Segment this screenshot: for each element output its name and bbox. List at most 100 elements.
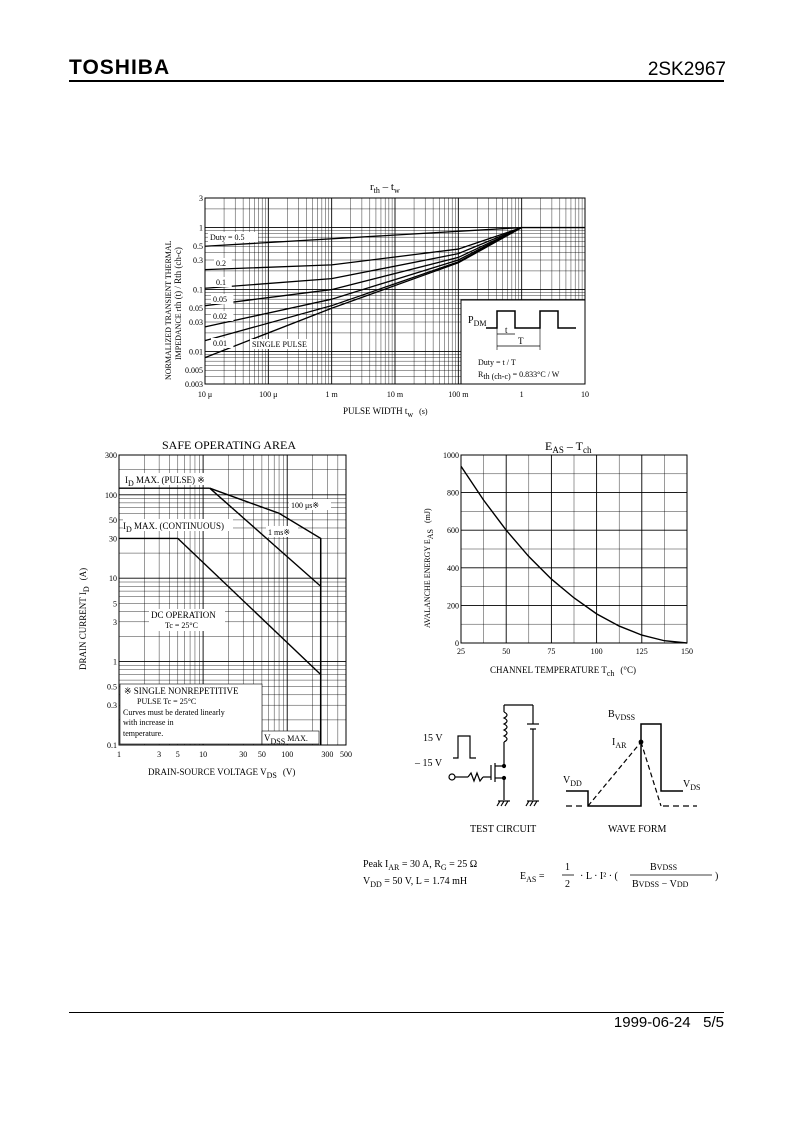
- footer-date: 1999-06-24: [613, 1014, 691, 1031]
- soa-frame: [118, 454, 347, 746]
- soa-note-3: Curves must be derated linearly: [123, 708, 225, 717]
- rth-label-bg-5: [211, 338, 234, 348]
- inset-pulse-waveform: [486, 310, 576, 329]
- inset-T-label: T: [518, 336, 524, 346]
- gate-input-terminal: [448, 773, 456, 781]
- rth-duty-label-3: 0.05: [213, 295, 227, 304]
- formula-num-2: BVDSS: [650, 862, 677, 873]
- rth-label-bg-3: [211, 294, 234, 304]
- node-drain: [501, 763, 507, 769]
- eas-ytick-2: 600: [447, 526, 459, 535]
- soa-note-4: with increase in: [123, 718, 174, 727]
- soa-100us: 100 μs※: [291, 501, 319, 510]
- circuit-v15p: 15 V: [423, 733, 443, 744]
- wave-bvdss: BVDSS: [608, 709, 635, 722]
- soa-dc-1: DC OPERATION: [151, 610, 216, 620]
- rth-series-2: [204, 226, 522, 289]
- node-source: [501, 775, 507, 781]
- soa-label-bg-dc: [149, 609, 225, 631]
- rth-ytick-4: 0.1: [193, 286, 203, 295]
- formula-den-2: BVDSS − VDD: [632, 879, 689, 890]
- eas-frame: [460, 454, 688, 644]
- soa-xtick-2: 5: [176, 750, 180, 759]
- rth-ytick-3: 0.3: [193, 256, 203, 265]
- inset-duty: Duty = t / T: [478, 358, 516, 367]
- eas-ytick-4: 200: [447, 601, 459, 610]
- rth-label-bg-6: [250, 339, 310, 349]
- eas-ytick-1: 800: [447, 489, 459, 498]
- soa-label-bg-pulse: [123, 473, 213, 485]
- soa-ytick-8: 0.5: [107, 683, 117, 692]
- rth-xtick-5: 1: [520, 390, 524, 399]
- formula-num-1: 1: [565, 862, 570, 873]
- soa-series-4: [177, 537, 322, 676]
- rth-ytick-6: 0.03: [189, 318, 203, 327]
- rth-duty-label-1: 0.2: [216, 259, 226, 268]
- footer: 1999-06-24 5/5: [614, 1014, 724, 1031]
- rth-duty-label-2: 0.1: [216, 278, 226, 287]
- rth-ytick-1: 1: [199, 224, 203, 233]
- inset-pdm: PDM: [468, 315, 486, 328]
- soa-note-5: temperature.: [123, 729, 163, 738]
- soa-xtick-0: 1: [117, 750, 121, 759]
- rth-series-4: [204, 227, 522, 328]
- rth-label-bg-2: [214, 277, 232, 287]
- rth-ylabel-2: IMPEDANCE rth (t) / Rth (ch-c): [173, 247, 183, 360]
- soa-xtick-7: 300: [321, 750, 333, 759]
- soa-xlabel: DRAIN-SOURCE VOLTAGE VDS (V): [148, 767, 295, 780]
- rth-xlabel: PULSE WIDTH tw (s): [343, 406, 428, 419]
- rth-duty-label-5: 0.01: [213, 339, 227, 348]
- soa-chart: SAFE OPERATING AREA 300 100 50 30 10 5 3 1 0.5 0.…: [78, 438, 352, 780]
- eas-ytick-3: 400: [447, 564, 459, 573]
- rth-ytick-2: 0.5: [193, 242, 203, 251]
- eas-xtick-5: 150: [681, 647, 693, 656]
- eas-series-0: [460, 465, 688, 644]
- test-circuit: 15 V – 15 V TEST CIRCUIT: [414, 704, 539, 835]
- wave-form: BVDSS IAR VDD VDS WAVE FORM: [563, 709, 700, 835]
- soa-ytick-5: 5: [113, 599, 117, 608]
- rth-ylabel-1: NORMALIZED TRANSIENT THERMAL: [164, 240, 173, 380]
- wave-caption: WAVE FORM: [608, 824, 667, 835]
- soa-note-box: [119, 683, 263, 745]
- rth-xtick-0: 10 μ: [198, 390, 212, 399]
- soa-note-2: PULSE Tc = 25°C: [137, 697, 196, 706]
- rth-ytick-0: 3: [199, 194, 203, 203]
- inset-t-label: t: [505, 325, 508, 335]
- gate-resistor: [467, 771, 484, 783]
- rth-xtick-4: 100 m: [448, 390, 469, 399]
- soa-ytick-10: 0.1: [107, 741, 117, 750]
- current-ramp-down: [640, 741, 662, 807]
- header-rule: [69, 80, 724, 82]
- rth-frame: [204, 197, 586, 385]
- circuit-v15n: – 15 V: [414, 758, 443, 769]
- circuit-caption: TEST CIRCUIT: [470, 824, 536, 835]
- part-number: 2SK2967: [647, 59, 726, 80]
- soa-xtick-5: 50: [258, 750, 266, 759]
- rth-duty-label-4: 0.02: [213, 312, 227, 321]
- rth-label-bg-4: [211, 311, 234, 321]
- rth-xtick-1: 100 μ: [259, 390, 277, 399]
- rth-ytick-8: 0.005: [185, 366, 203, 375]
- rth-duty-label-0: Duty = 0.5: [210, 233, 245, 242]
- eas-xlabel: CHANNEL TEMPERATURE Tch (°C): [490, 665, 636, 678]
- soa-ytick-3: 30: [109, 534, 117, 543]
- formula-close: ): [715, 871, 718, 882]
- formula-line-1: Peak IAR = 30 A, RG = 25 Ω: [363, 859, 477, 872]
- footer-page: 5/5: [703, 1014, 724, 1031]
- inductor: [502, 711, 508, 743]
- inset-rth: Rth (ch-c) = 0.833°C / W: [478, 370, 560, 381]
- soa-label-bg-100us: [289, 499, 331, 510]
- soa-ytick-6: 3: [113, 618, 117, 627]
- eas-chart: EAS – Tch 1000 800 600 400 200 0 25 50 75 100 125…: [423, 439, 693, 678]
- rth-series-3: [204, 226, 522, 307]
- rth-series-6: [204, 227, 522, 359]
- rth-ytick-5: 0.05: [189, 304, 203, 313]
- soa-ylabel: DRAIN CURRENT ID(A): [78, 568, 91, 670]
- brand-logo: TOSHIBA: [69, 56, 171, 79]
- footer-rule: [69, 1012, 724, 1013]
- rth-series-1: [204, 226, 522, 271]
- ground-2: [525, 800, 539, 807]
- soa-label-bg-1ms: [266, 526, 298, 537]
- rth-ytick-7: 0.01: [189, 348, 203, 357]
- formula: Peak IAR = 30 A, RG = 25 Ω VDD = 50 V, L…: [363, 859, 718, 890]
